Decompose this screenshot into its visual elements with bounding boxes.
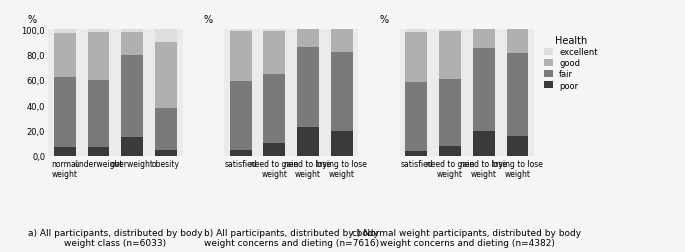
Bar [88,147,110,156]
Bar [155,43,177,108]
Bar [331,131,353,156]
Bar [297,48,319,127]
Bar [406,33,427,83]
Text: c) Normal weight participants, distributed by body
weight concerns and dieting (: c) Normal weight participants, distribut… [352,228,582,247]
Bar [88,81,110,147]
Text: a) All participants, distributed by body
weight class (n=6033): a) All participants, distributed by body… [28,228,203,247]
Bar [121,137,143,156]
Bar [54,34,76,78]
Bar [121,55,143,137]
Bar [229,150,251,156]
Bar [54,30,76,34]
Bar [54,147,76,156]
Bar [331,53,353,131]
Bar [439,79,461,146]
Bar [406,151,427,156]
Bar [88,30,110,33]
Bar [439,32,461,79]
Bar [229,82,251,150]
Bar [121,30,143,33]
Bar [263,144,285,156]
Bar [297,127,319,156]
Bar [297,30,319,48]
Bar [406,30,427,33]
Bar [406,83,427,151]
Bar [263,32,285,74]
Bar [439,146,461,156]
Text: b) All participants, distributed by body
weight concerns and dieting (n=7616): b) All participants, distributed by body… [203,228,379,247]
Bar [155,30,177,43]
Bar [506,136,528,156]
Bar [229,30,251,32]
Bar [121,33,143,55]
Bar [263,30,285,32]
Bar [439,30,461,32]
Legend: excellent, good, fair, poor: excellent, good, fair, poor [543,34,599,92]
Bar [263,74,285,144]
Bar [229,32,251,82]
Bar [88,33,110,81]
Bar [331,30,353,53]
Text: %: % [28,15,37,25]
Bar [54,78,76,147]
Text: %: % [203,15,212,25]
Text: %: % [379,15,388,25]
Bar [473,49,495,131]
Bar [155,108,177,150]
Bar [473,131,495,156]
Bar [506,54,528,136]
Bar [506,30,528,54]
Bar [473,30,495,49]
Bar [155,150,177,156]
